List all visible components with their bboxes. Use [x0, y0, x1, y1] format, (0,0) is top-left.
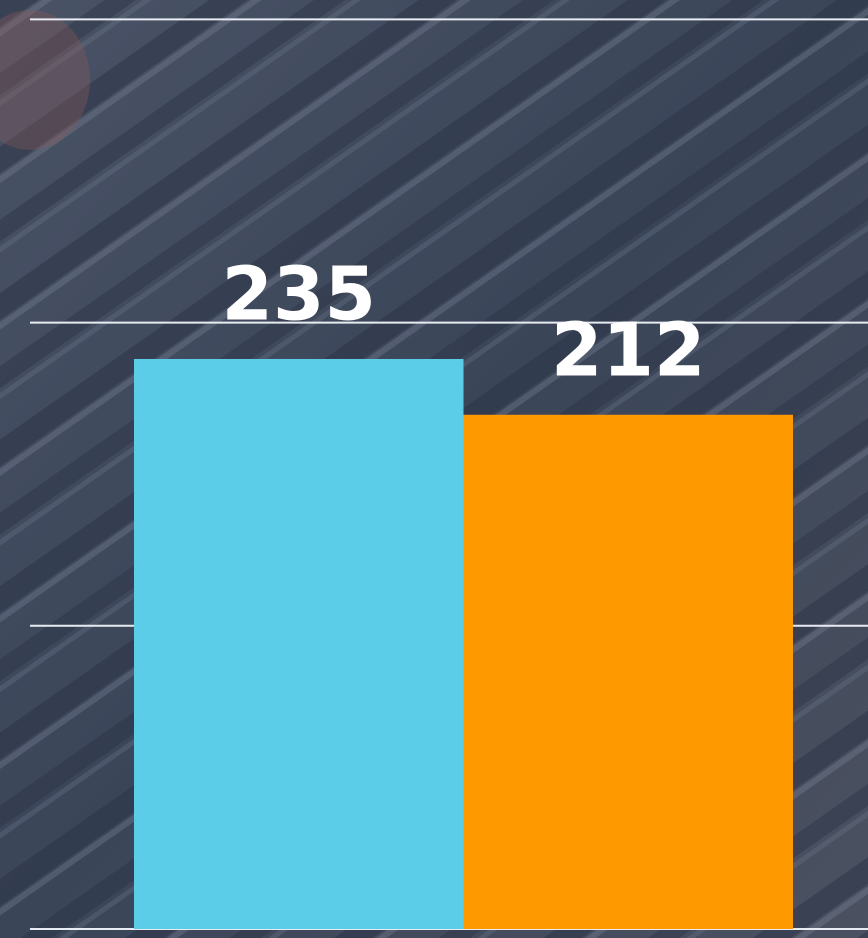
background-spot: [0, 10, 90, 150]
data-label: 212: [551, 307, 705, 393]
data-label: 235: [222, 251, 376, 337]
bar: [134, 358, 464, 929]
bar: [463, 414, 793, 929]
